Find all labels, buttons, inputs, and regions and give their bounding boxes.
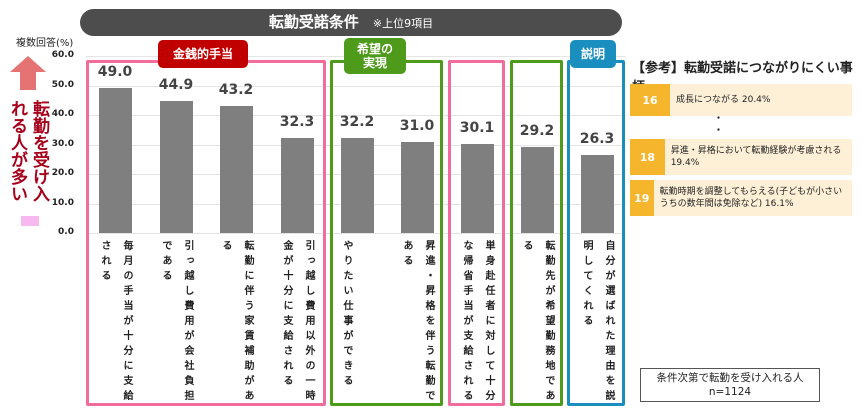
group-header-explain: 説明 [570,40,616,68]
y-tick-label: 50.0 [51,79,74,90]
gridline [86,115,626,116]
side-label: 転勤を受け入れる人が多い [7,100,49,202]
x-tick-label: 転勤に伴う家賃補助がある [220,240,253,405]
reference-item: 19 転勤時期を調整してもらえる(子どもが小さいうちの数年間は免除など) 16.1… [630,180,852,216]
data-label: 43.2 [218,81,254,98]
rank-badge: 18 [630,139,665,175]
rank-badge: 19 [630,180,654,216]
y-tick-label: 20.0 [51,168,74,178]
sample-note: 条件次第で転勤を受け入れる人 n=1124 [640,368,820,402]
data-label: 49.0 [97,64,133,81]
group-box-money-2 [448,60,505,406]
reference-text: 成長につながる 20.4% [676,95,771,105]
bar [581,155,614,233]
data-label: 29.2 [519,122,555,139]
x-tick-label: 毎月の手当が十分に支給される [99,240,132,405]
bar [461,144,494,233]
rank-badge: 16 [630,84,670,116]
x-tick-label: 引っ越し費用以外の一時金が十分に支給される [281,240,314,405]
group-header-wish: 希望の実現 [344,38,406,74]
data-label: 30.1 [459,120,495,137]
sample-size: n=1124 [708,386,752,398]
data-label: 31.0 [399,117,435,134]
title-text: 転勤受諾条件 [268,13,359,31]
ellipsis: ・ ・ ・ [712,113,722,147]
gridline [86,233,626,234]
title-note: ※上位9項目 [372,17,434,30]
y-tick-label: 10.0 [51,197,74,208]
x-tick-label: 単身赴任者に対して十分な帰省手当が支給される [461,240,494,405]
sample-desc: 条件次第で転勤を受け入れる人 [656,372,804,384]
legend-swatch [21,216,39,226]
bar [521,146,554,233]
reference-item: 16 成長につながる 20.4% [630,84,852,116]
gridline [86,85,626,87]
bar [99,88,132,233]
group-box-wish-2 [510,60,563,406]
up-arrow-icon [10,56,46,90]
reference-text: 昇進・昇格において転勤経験が考慮される 19.4% [670,146,842,168]
x-tick-label: 引っ越し費用が会社負担である [160,240,193,405]
y-tick-label: 60.0 [51,50,74,60]
data-label: 32.3 [279,113,315,130]
bar [401,141,434,233]
data-label: 32.2 [339,114,375,130]
y-tick-label: 0.0 [58,227,74,237]
x-tick-label: 転勤先が希望勤務地である [521,240,554,405]
data-label: 44.9 [158,76,194,93]
chart-title: 転勤受諾条件 ※上位9項目 [80,9,622,36]
bar [281,137,314,233]
x-tick-label: 自分が選ばれた理由を説明してくれる [581,240,614,405]
reference-item: 18 昇進・昇格において転勤経験が考慮される 19.4% [630,139,852,175]
group-header-money: 金銭的手当 [158,40,248,68]
x-tick-label: やりたい仕事ができる [341,240,352,390]
bar [220,105,253,233]
x-tick-label: 昇進・昇格を伴う転勤である [401,240,434,405]
bar [341,138,374,233]
y-tick-label: 40.0 [51,109,74,119]
data-label: 26.3 [579,131,615,148]
reference-text: 転勤時期を調整してもらえる(子どもが小さいうちの数年間は免除など) 16.1% [659,187,843,209]
y-tick-label: 30.0 [51,138,74,149]
y-axis-label: 複数回答(%) [16,38,74,49]
bar [160,100,193,233]
